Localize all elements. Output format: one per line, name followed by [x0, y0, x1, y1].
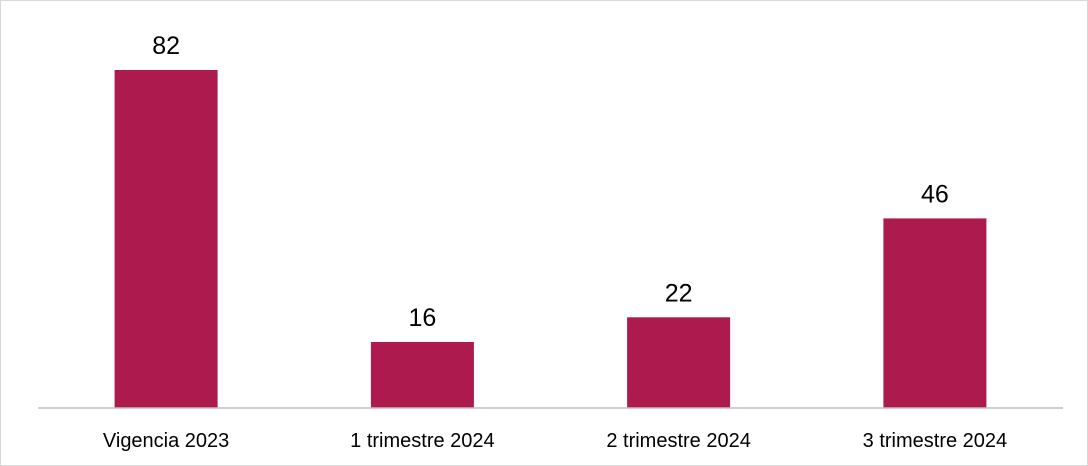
bar-3: [627, 317, 731, 408]
x-tick-label-3: 2 trimestre 2024: [606, 430, 751, 452]
data-label-4: 46: [921, 180, 949, 208]
data-labels-layer: 82 16 22 46: [152, 32, 949, 332]
x-tick-label-4: 3 trimestre 2024: [863, 430, 1008, 452]
data-label-1: 82: [152, 32, 180, 60]
bars-layer: [114, 70, 987, 408]
x-tick-label-2: 1 trimestre 2024: [350, 430, 495, 452]
bar-4: [883, 218, 987, 408]
data-label-2: 16: [408, 304, 436, 332]
bar-1: [114, 70, 218, 408]
x-tick-label-1: Vigencia 2023: [103, 430, 229, 452]
data-label-3: 22: [665, 279, 693, 307]
x-tick-labels-layer: Vigencia 2023 1 trimestre 2024 2 trimestre…: [103, 430, 1007, 452]
bar-2: [370, 342, 474, 408]
